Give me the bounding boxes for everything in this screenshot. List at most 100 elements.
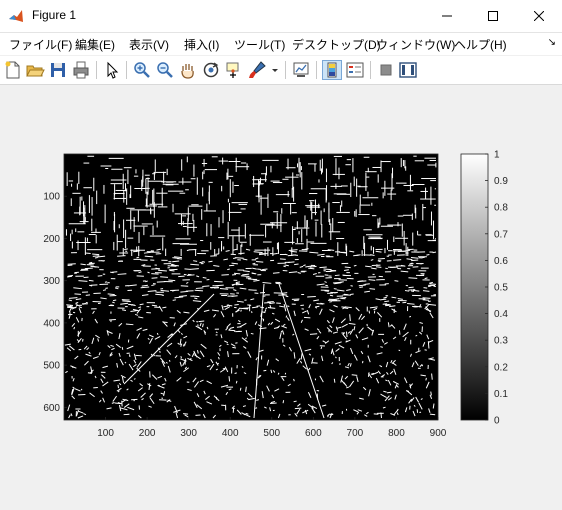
edge-pixel xyxy=(145,281,147,282)
edge-pixel xyxy=(345,394,351,395)
menu-edit[interactable]: 編集(E) xyxy=(75,36,115,53)
edge-pixel xyxy=(276,283,282,284)
edge-pixel xyxy=(394,281,398,282)
edge-pixel xyxy=(152,305,157,306)
edge-pixel xyxy=(411,258,418,259)
menu-desktop[interactable]: デスクトップ(D) xyxy=(292,36,381,53)
edge-pixel xyxy=(262,269,267,270)
edge-pixel xyxy=(431,392,432,396)
legend-button[interactable] xyxy=(345,60,365,80)
menu-help[interactable]: ヘルプ(H) xyxy=(454,36,507,53)
edge-pixel xyxy=(399,350,401,351)
y-tick-label: 400 xyxy=(43,318,60,329)
edge-pixel xyxy=(112,272,118,273)
edge-pixel xyxy=(342,275,347,276)
zoom-out-button[interactable] xyxy=(155,60,175,80)
brush-dropdown-icon xyxy=(270,60,280,80)
edge-pixel xyxy=(236,381,237,384)
hide-plot-tools-button[interactable] xyxy=(376,60,396,80)
menu-view[interactable]: 表示(V) xyxy=(129,36,169,53)
colorbar-tick-label: 0.3 xyxy=(494,336,508,347)
minimize-button[interactable] xyxy=(424,0,470,32)
edge-pixel xyxy=(321,347,322,349)
data-cursor-icon xyxy=(224,60,244,80)
edge-pixel xyxy=(430,414,435,415)
edge-pixel xyxy=(368,372,369,376)
edge-pixel xyxy=(287,306,289,307)
colorbar-tick-label: 0.7 xyxy=(494,229,508,240)
brush-dropdown-button[interactable] xyxy=(270,60,280,80)
colorbar-tick-label: 0.9 xyxy=(494,176,508,187)
menu-window[interactable]: ウィンドウ(W) xyxy=(376,36,455,53)
edge-pixel xyxy=(324,269,332,270)
edge-pixel xyxy=(263,370,266,371)
edge-pixel xyxy=(117,256,125,257)
colorbar-tick-label: 0.2 xyxy=(494,362,508,373)
edge-pixel xyxy=(113,300,116,301)
edge-pixel xyxy=(153,283,156,284)
edit-plot-button[interactable] xyxy=(102,60,122,80)
menu-insert[interactable]: 挿入(I) xyxy=(184,36,219,53)
edge-pixel xyxy=(381,412,382,418)
pan-button[interactable] xyxy=(178,60,198,80)
x-tick-label: 700 xyxy=(347,428,364,439)
colorbar-button[interactable] xyxy=(322,60,342,80)
edge-pixel xyxy=(294,401,297,402)
edge-pixel xyxy=(411,260,418,261)
edge-pixel xyxy=(409,264,414,265)
edge-pixel xyxy=(168,266,177,267)
colorbar[interactable] xyxy=(461,154,488,420)
edge-pixel xyxy=(294,264,298,265)
rotate-3d-button[interactable] xyxy=(201,60,221,80)
close-button[interactable] xyxy=(516,0,562,32)
edge-pixel xyxy=(199,321,205,322)
open-file-icon xyxy=(25,60,45,80)
data-cursor-button[interactable] xyxy=(224,60,244,80)
toolbar-separator xyxy=(316,61,317,79)
edge-pixel xyxy=(416,335,418,336)
menu-overflow-arrow-icon[interactable]: ↘ xyxy=(548,37,556,48)
edge-pixel xyxy=(380,347,383,348)
edge-pixel xyxy=(155,292,158,293)
edge-pixel xyxy=(251,333,254,334)
edge-pixel xyxy=(85,253,91,254)
print-button[interactable] xyxy=(71,60,91,80)
x-tick-label: 400 xyxy=(222,428,239,439)
edge-pixel xyxy=(256,400,259,401)
edge-pixel xyxy=(426,378,427,381)
show-plot-tools-button[interactable] xyxy=(398,60,418,80)
maximize-button[interactable] xyxy=(470,0,516,32)
edge-pixel xyxy=(223,368,226,369)
edge-pixel xyxy=(257,269,261,270)
edge-pixel xyxy=(74,294,80,295)
link-plot-icon xyxy=(291,60,311,80)
hide-plot-tools-icon xyxy=(376,60,396,80)
edge-pixel xyxy=(319,267,326,268)
edge-pixel xyxy=(408,278,417,279)
save-button[interactable] xyxy=(48,60,68,80)
edge-pixel xyxy=(203,278,207,279)
edge-pixel xyxy=(202,286,209,287)
menu-file[interactable]: ファイル(F) xyxy=(9,36,72,53)
brush-icon xyxy=(247,60,267,80)
edge-pixel xyxy=(115,403,121,404)
edge-pixel xyxy=(330,295,333,296)
zoom-in-button[interactable] xyxy=(132,60,152,80)
colorbar-tick-label: 0 xyxy=(494,416,500,427)
menu-tools[interactable]: ツール(T) xyxy=(234,36,285,53)
y-tick-label: 300 xyxy=(43,276,60,287)
new-figure-button[interactable] xyxy=(3,60,23,80)
edge-pixel xyxy=(273,273,280,274)
open-file-button[interactable] xyxy=(25,60,45,80)
colorbar-tick-label: 0.6 xyxy=(494,256,508,267)
colorbar-icon xyxy=(323,61,341,79)
edge-pixel xyxy=(118,261,123,262)
edge-pixel xyxy=(118,385,119,388)
brush-button[interactable] xyxy=(247,60,267,80)
edge-pixel xyxy=(199,262,203,263)
link-plot-button[interactable] xyxy=(291,60,311,80)
edge-pixel xyxy=(283,266,285,267)
edge-pixel xyxy=(406,391,409,392)
